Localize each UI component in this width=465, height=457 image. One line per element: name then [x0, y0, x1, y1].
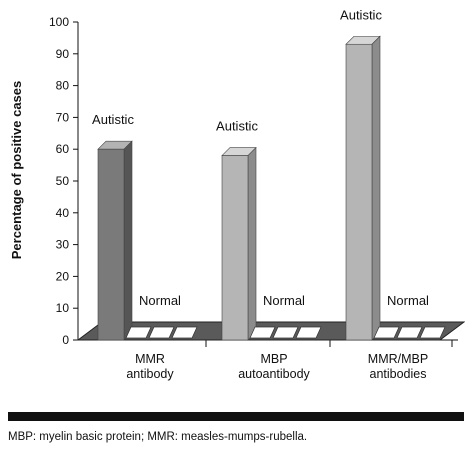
bar-side: [371, 35, 381, 341]
bar-front: [221, 155, 249, 341]
y-tick-label: 30: [56, 238, 70, 252]
bar-side: [247, 146, 257, 341]
y-tick-label: 20: [56, 269, 70, 283]
bar-normal-tile: [396, 326, 423, 339]
bar-side: [123, 140, 133, 341]
series-label-normal: Normal: [139, 293, 181, 308]
bar-normal-tile: [249, 326, 276, 339]
bar-normal-tile: [272, 326, 299, 339]
bar-autistic: [345, 35, 381, 341]
series-label-autistic: Autistic: [340, 7, 382, 22]
bar-front: [97, 148, 125, 341]
bar-autistic: [97, 140, 133, 341]
y-tick-label: 60: [56, 142, 70, 156]
category-label: antibodies: [370, 367, 427, 381]
y-tick-label: 10: [56, 301, 70, 315]
y-tick-label: 40: [56, 206, 70, 220]
bar-autistic: [221, 146, 257, 341]
y-tick-label: 50: [56, 174, 70, 188]
category-label: MMR: [135, 352, 165, 366]
series-label-normal: Normal: [263, 293, 305, 308]
y-tick-label: 70: [56, 110, 70, 124]
series-label-autistic: Autistic: [216, 119, 258, 134]
y-tick-label: 90: [56, 47, 70, 61]
bar-normal-tile: [419, 326, 446, 339]
category-label: autoantibody: [238, 367, 310, 381]
footnote: MBP: myelin basic protein; MMR: measles-…: [8, 431, 308, 443]
bar-normal-tile: [373, 326, 400, 339]
y-tick-label: 100: [49, 15, 69, 29]
bars-layer: [97, 35, 446, 341]
y-axis-label: Percentage of positive cases: [9, 81, 24, 259]
bar-normal-tile: [171, 326, 198, 339]
y-tick-label: 0: [62, 333, 69, 347]
category-label: antibody: [126, 367, 174, 381]
category-label: MMR/MBP: [368, 352, 428, 366]
bar-normal-tile: [125, 326, 152, 339]
divider-bar: [8, 412, 464, 421]
series-label-normal: Normal: [387, 293, 429, 308]
bar-normal-tile: [148, 326, 175, 339]
bar-normal-tile: [295, 326, 322, 339]
y-tick-label: 80: [56, 79, 70, 93]
category-label: MBP: [260, 352, 287, 366]
series-label-autistic: Autistic: [92, 112, 134, 127]
bar-front: [345, 43, 373, 341]
